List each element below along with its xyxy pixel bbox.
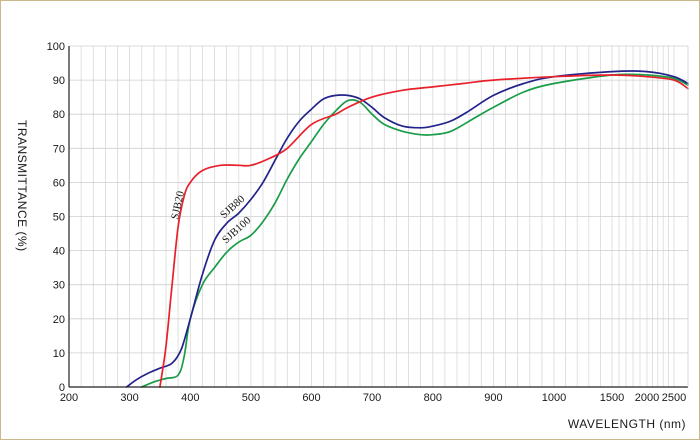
y-tick-label: 40 — [53, 246, 65, 258]
y-tick-label: 20 — [53, 314, 65, 326]
y-tick-label: 50 — [53, 212, 65, 224]
y-tick-label: 70 — [53, 143, 65, 155]
series-line-sjb100 — [140, 73, 689, 388]
y-tick-label: 0 — [59, 382, 65, 394]
y-tick-label: 90 — [53, 75, 65, 87]
x-tick-label: 600 — [302, 392, 320, 404]
x-tick-label: 200 — [60, 392, 78, 404]
x-tick-label: 2000 — [635, 392, 659, 404]
x-tick-label: 800 — [424, 392, 442, 404]
x-tick-label: 1500 — [600, 392, 624, 404]
chart-series — [125, 70, 689, 388]
y-tick-label: 60 — [53, 177, 65, 189]
x-tick-label: 1000 — [542, 392, 566, 404]
chart-tick-labels: 200 300 400 500 600 700 800 900 1000 1500 2000 2500… — [47, 41, 687, 404]
y-tick-label: 100 — [47, 41, 65, 53]
series-line-sjb80 — [125, 70, 689, 388]
x-axis-label: WAVELENGTH (nm) — [568, 417, 686, 431]
y-axis-label: TRANSMITTANCE (%) — [15, 120, 29, 252]
y-tick-label: 10 — [53, 348, 65, 360]
chart-grid — [69, 45, 688, 387]
x-tick-label: 500 — [242, 392, 260, 404]
chart-axes — [68, 46, 689, 388]
x-tick-label: 400 — [181, 392, 199, 404]
series-label-sjb20: SJB20 — [169, 190, 187, 221]
y-tick-label: 30 — [53, 280, 65, 292]
x-tick-label: 900 — [484, 392, 502, 404]
x-tick-label: 700 — [363, 392, 381, 404]
y-tick-label: 80 — [53, 109, 65, 121]
x-tick-label: 2500 — [662, 392, 686, 404]
series-line-sjb20 — [159, 74, 689, 388]
x-tick-label: 300 — [120, 392, 138, 404]
